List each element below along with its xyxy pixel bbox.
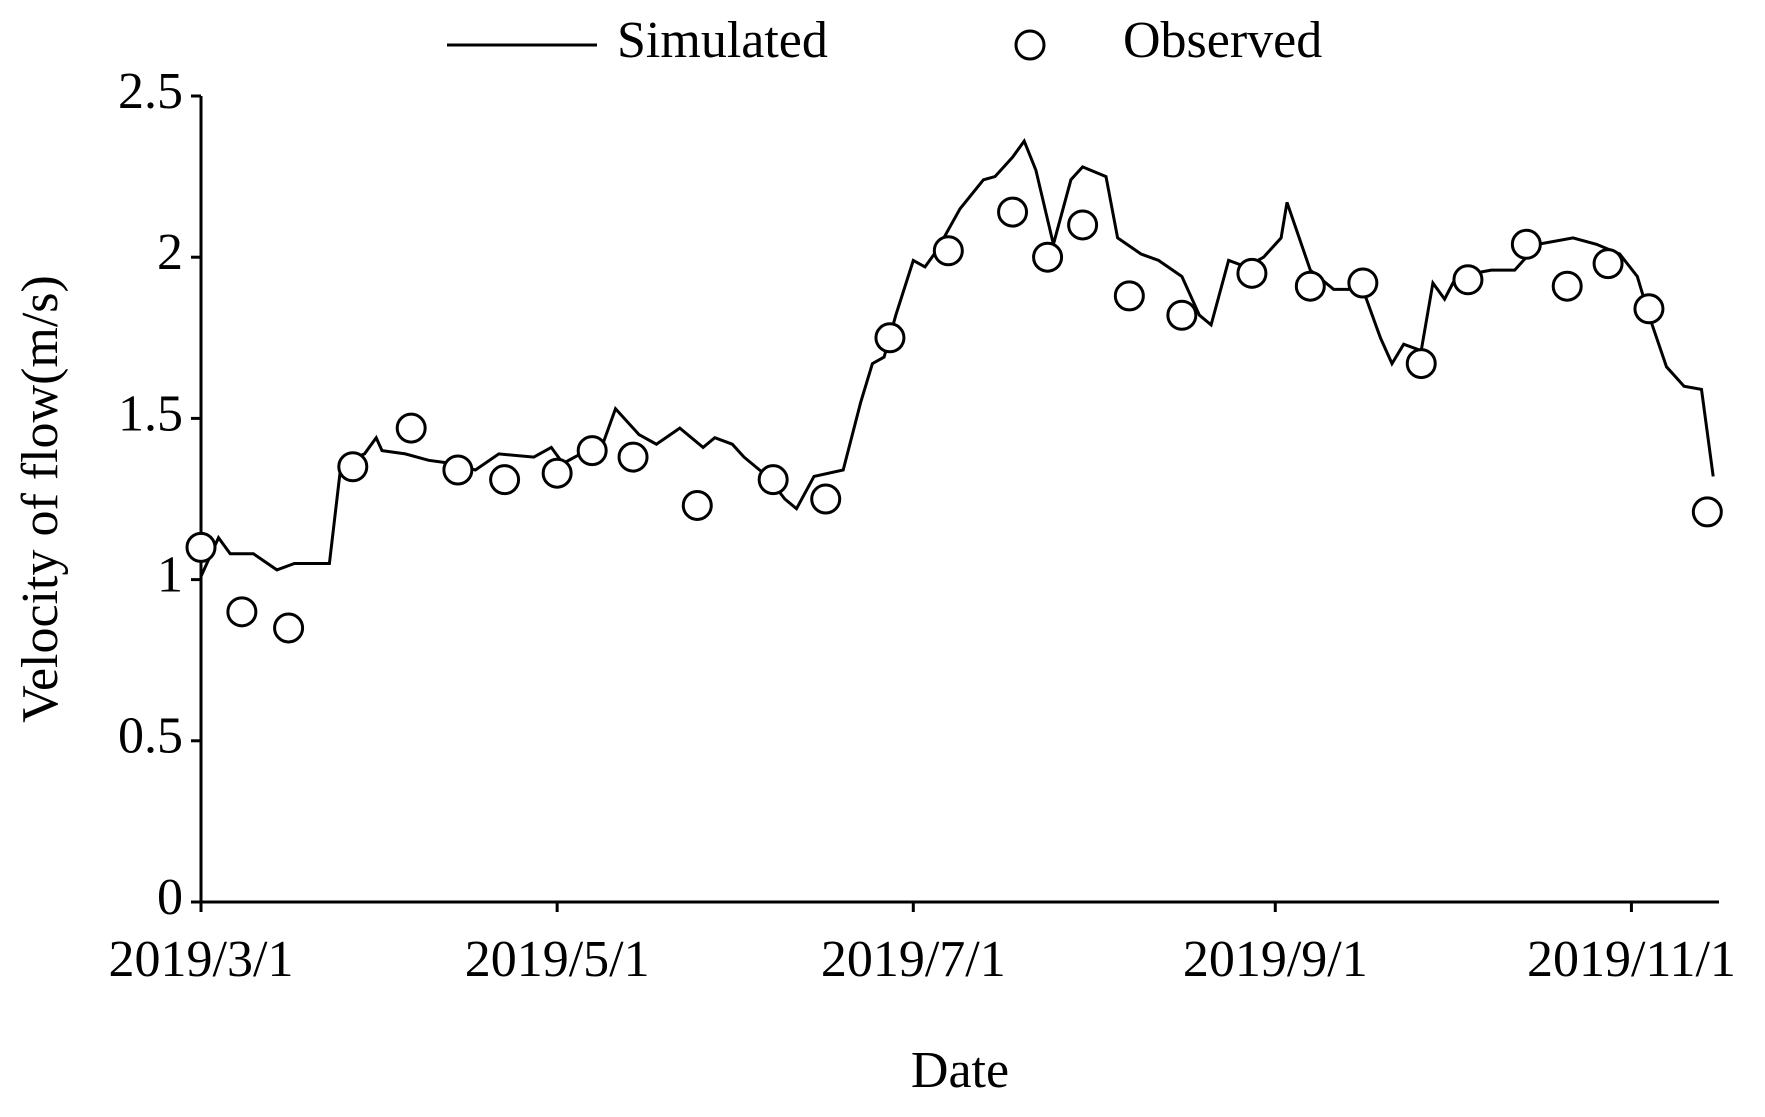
simulated-line <box>199 138 1715 578</box>
x-axis-label: Date <box>911 1042 1009 1099</box>
observed-point <box>185 531 217 563</box>
observed-point <box>1551 270 1583 302</box>
observed-point <box>541 457 573 489</box>
legend-label: Simulated <box>617 12 828 69</box>
y-tick-label: 0 <box>157 869 183 926</box>
observed-point <box>1166 299 1198 331</box>
observed-point <box>932 235 964 267</box>
observed-point <box>1236 257 1268 289</box>
observed-point <box>1405 348 1437 380</box>
legend-label: Observed <box>1123 12 1322 69</box>
legend-marker <box>1014 29 1046 61</box>
observed-point <box>576 435 608 467</box>
observed-point <box>1032 241 1064 273</box>
y-tick-label: 2 <box>157 224 183 281</box>
observed-point <box>395 412 427 444</box>
y-tick-label: 0.5 <box>118 708 183 765</box>
x-tick-label: 2019/9/1 <box>1183 931 1368 988</box>
observed-point <box>1294 270 1326 302</box>
x-tick-label: 2019/5/1 <box>465 931 650 988</box>
y-tick-label: 2.5 <box>118 63 183 120</box>
observed-point <box>1691 496 1723 528</box>
observed-point <box>1633 293 1665 325</box>
observed-point <box>1067 209 1099 241</box>
y-tick-label: 1 <box>157 547 183 604</box>
y-axis-label: Velocity of flow(m/s) <box>12 275 69 723</box>
observed-point <box>226 596 258 628</box>
x-tick-label: 2019/3/1 <box>109 931 294 988</box>
y-tick-label: 1.5 <box>118 385 183 442</box>
observed-point <box>1592 248 1624 280</box>
observed-point <box>617 441 649 473</box>
observed-point <box>273 612 305 644</box>
x-tick-label: 2019/7/1 <box>821 931 1006 988</box>
observed-point <box>1510 228 1542 260</box>
observed-point <box>874 322 906 354</box>
observed-point <box>442 454 474 486</box>
observed-point <box>810 483 842 515</box>
observed-point <box>337 451 369 483</box>
observed-point <box>1347 267 1379 299</box>
observed-point <box>681 489 713 521</box>
observed-point <box>997 196 1029 228</box>
observed-point <box>757 464 789 496</box>
observed-point <box>1452 264 1484 296</box>
x-tick-label: 2019/11/1 <box>1527 931 1736 988</box>
observed-point <box>1113 280 1145 312</box>
observed-point <box>489 464 521 496</box>
